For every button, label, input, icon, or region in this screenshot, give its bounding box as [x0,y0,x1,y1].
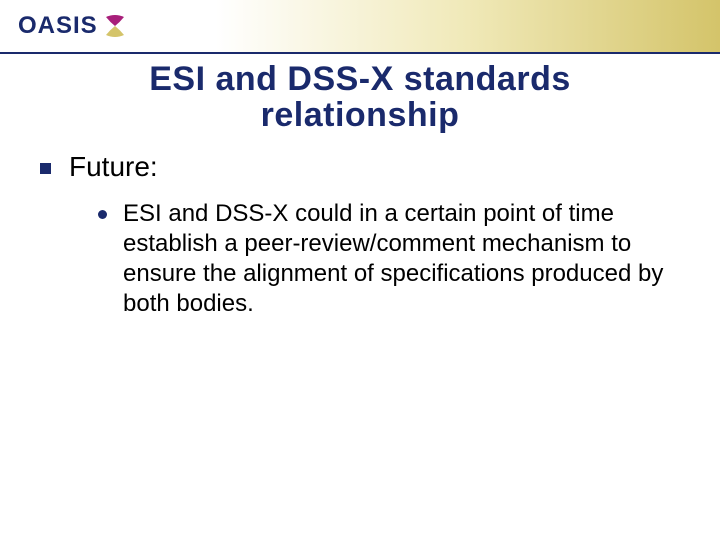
brand-logo: OASIS [18,12,128,40]
title-line-2: relationship [261,96,460,134]
circle-bullet-icon [98,210,107,219]
lvl2-text: ESI and DSS-X could in a certain point o… [123,199,680,319]
brand-name: OASIS [18,12,98,40]
lvl1-text: Future: [69,151,158,183]
title-line-1: ESI and DSS-X standards [149,60,571,98]
list-item: ESI and DSS-X could in a certain point o… [98,199,680,319]
list-item: Future: [40,151,680,183]
header-band: OASIS [0,0,720,54]
slide-body: Future: ESI and DSS-X could in a certain… [0,133,720,319]
slide-title: ESI and DSS-X standards relationship [0,62,720,133]
square-bullet-icon [40,163,51,174]
brand-mark-icon [102,13,128,39]
